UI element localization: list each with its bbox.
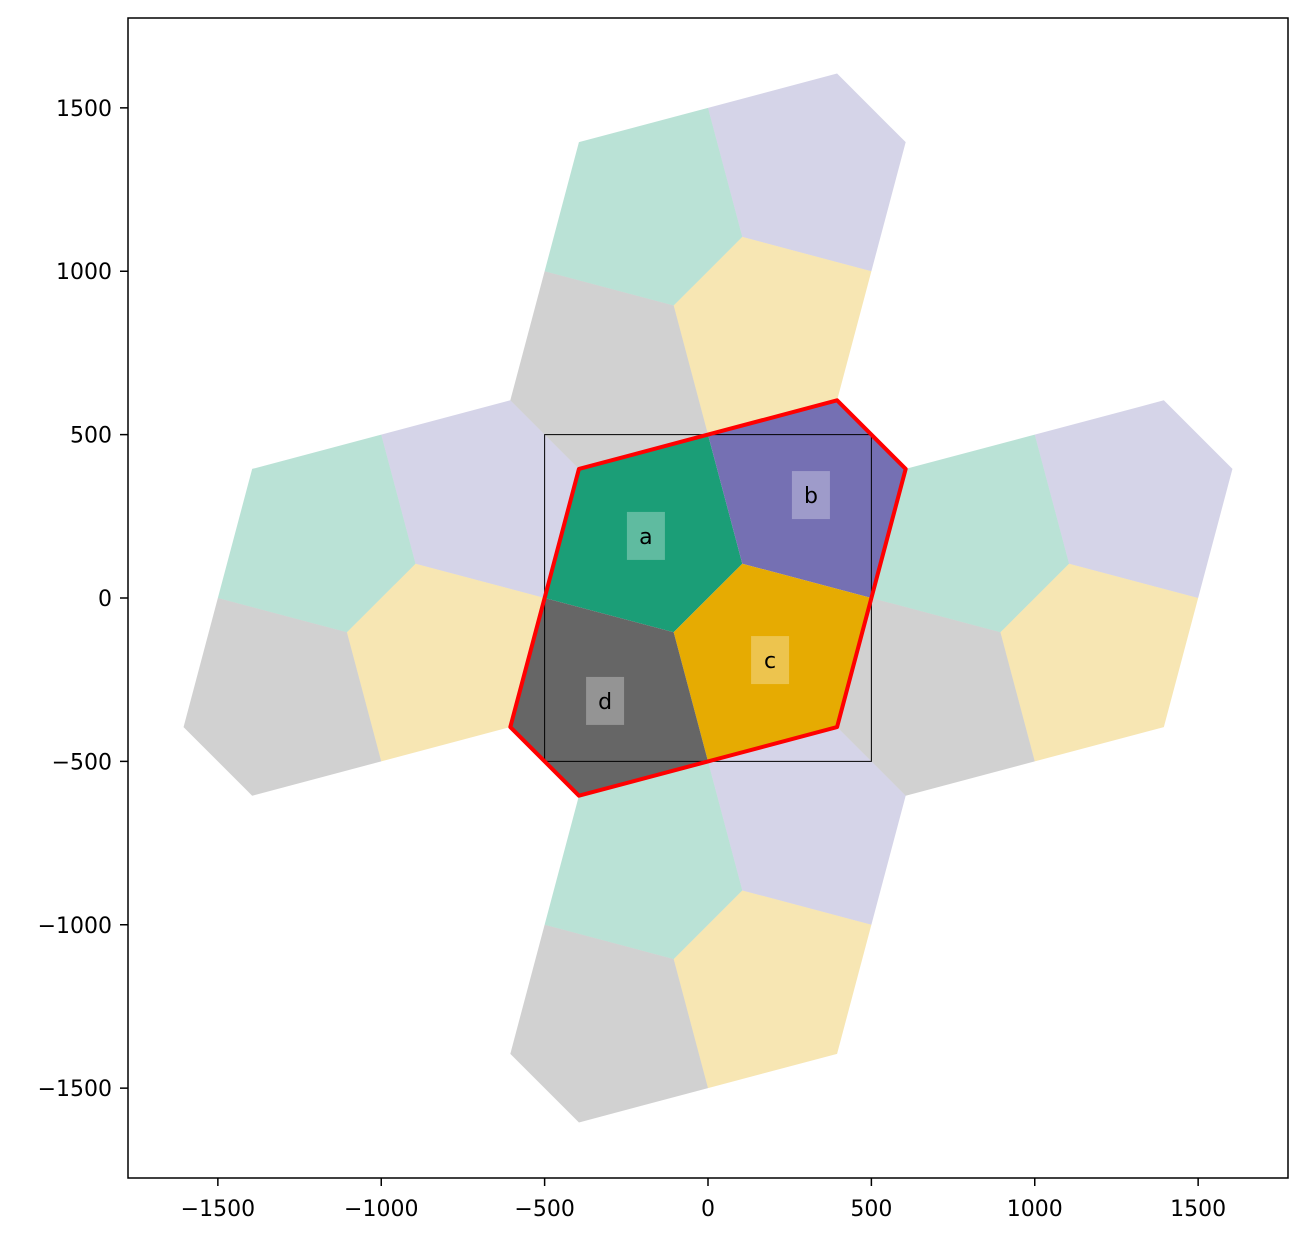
tile-piece-d (510, 598, 708, 796)
y-tick-label-1500: 1500 (56, 97, 112, 122)
tile-copy-b-1 (381, 400, 579, 598)
x-tick-label-1000: 1000 (1007, 1197, 1063, 1222)
x-tick-label-1500: 1500 (1170, 1197, 1226, 1222)
x-tick-label--500: −500 (514, 1197, 574, 1222)
tile-copy-d-2 (510, 271, 708, 469)
label-b: b (804, 484, 818, 509)
label-box-d (586, 676, 625, 725)
label-c: c (764, 649, 776, 674)
tile-copy-b-3 (708, 727, 906, 925)
tile-outline (508, 398, 908, 798)
tile-copy-a-1 (217, 434, 416, 633)
label-box-c (751, 636, 790, 685)
tile-copy-d-3 (510, 924, 708, 1123)
label-d: d (598, 690, 612, 715)
tile-copy-b-0 (1034, 400, 1233, 598)
y-tick-label--500: −500 (52, 750, 112, 775)
tile-copy-b-2 (708, 73, 906, 272)
label-a: a (639, 525, 652, 550)
label-layer: a b c d (586, 471, 830, 725)
axes-layer: −1500 −1000 −500 0 500 1000 1500 −1500 −1000 −500… (38, 17, 1289, 1222)
x-tick-label--1500: −1500 (181, 1197, 255, 1222)
tile-piece-a (544, 434, 743, 633)
tile-copy-c-2 (673, 236, 872, 435)
tile-copy-d-0 (837, 598, 1035, 796)
tile-piece-b (708, 400, 906, 598)
tile-copy-d-1 (183, 598, 382, 796)
label-box-a (626, 511, 665, 560)
tile-copy-a-0 (871, 434, 1070, 633)
tile-copy-c-3 (673, 890, 872, 1089)
y-tick-label-0: 0 (98, 587, 112, 612)
y-tick-label-1000: 1000 (56, 260, 112, 285)
x-tick-label-500: 500 (850, 1197, 892, 1222)
outline-layer (508, 398, 908, 798)
tile-piece-c (673, 563, 872, 762)
tile-copy-a-3 (544, 761, 743, 960)
tile-copy-c-1 (346, 563, 545, 762)
y-tick-label--1500: −1500 (38, 1077, 112, 1102)
tile-copy-a-2 (544, 107, 743, 306)
tile-copy-c-0 (1000, 563, 1199, 762)
y-tick-label-500: 500 (70, 424, 112, 449)
tile-layer (183, 73, 1233, 1123)
label-box-b (791, 471, 830, 520)
y-tick-label--1000: −1000 (38, 914, 112, 939)
x-tick-label-0: 0 (701, 1197, 715, 1222)
x-tick-label--1000: −1000 (344, 1197, 418, 1222)
